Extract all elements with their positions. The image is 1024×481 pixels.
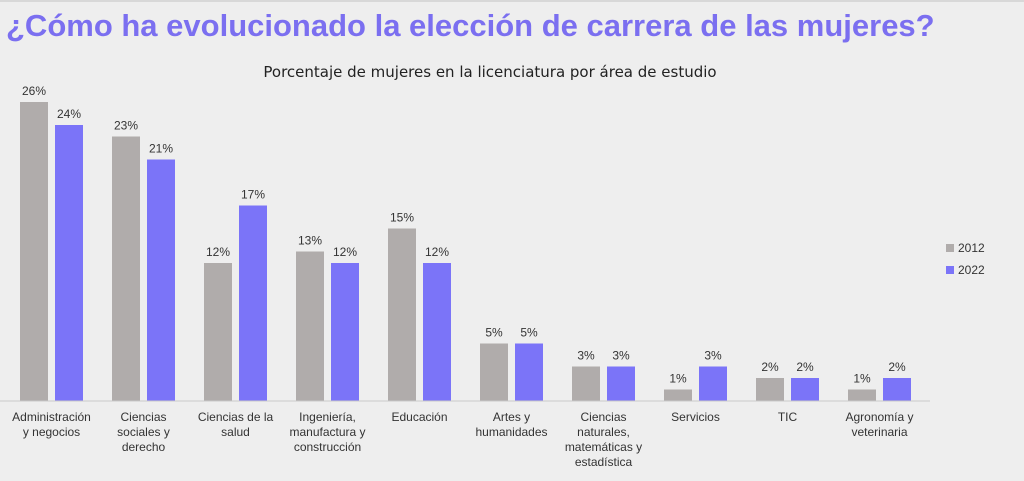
page-title: ¿Cómo ha evolucionado la elección de car…	[6, 8, 935, 43]
bar-2022-2	[239, 205, 267, 401]
bar-2012-1	[112, 136, 140, 401]
value-label-2022-9: 2%	[888, 360, 906, 374]
legend: 2012 2022	[946, 239, 985, 283]
category-label-2: Ciencias de la salud	[198, 410, 274, 439]
bar-2022-9	[883, 378, 911, 401]
bar-2012-7	[664, 389, 692, 401]
bar-2022-0	[55, 125, 83, 401]
bar-2012-6	[572, 366, 600, 401]
bar-2022-5	[515, 343, 543, 401]
value-label-2022-7: 3%	[704, 349, 722, 363]
category-labels-group: Administración y negocios Ciencias sociales…	[12, 410, 913, 469]
legend-item-2012: 2012	[946, 239, 985, 257]
bar-2022-4	[423, 263, 451, 401]
value-label-2012-5: 5%	[485, 326, 503, 340]
value-label-2012-6: 3%	[577, 349, 595, 363]
bar-2012-3	[296, 251, 324, 401]
legend-item-2022: 2022	[946, 261, 985, 279]
value-labels-group: 26% 23% 12% 13% 15% 5% 3% 1% 2% 1% 24% 21% 17% 12% 12%…	[22, 84, 906, 386]
bar-2012-0	[20, 102, 48, 401]
value-label-2022-2: 17%	[241, 188, 265, 202]
category-label-7: Servicios	[671, 410, 720, 424]
top-rule	[0, 0, 1024, 2]
legend-swatch-2022	[946, 266, 954, 274]
value-label-2012-8: 2%	[761, 360, 779, 374]
value-label-2022-1: 21%	[149, 142, 173, 156]
value-label-2012-0: 26%	[22, 84, 46, 98]
bar-2012-9	[848, 389, 876, 401]
value-label-2022-0: 24%	[57, 107, 81, 121]
category-label-9: Agronomía y veterinaria	[845, 410, 913, 439]
value-label-2022-8: 2%	[796, 360, 814, 374]
bar-2022-6	[607, 366, 635, 401]
legend-label-2012: 2012	[958, 241, 985, 255]
value-label-2012-2: 12%	[206, 245, 230, 259]
category-label-1: Ciencias sociales y derecho	[117, 410, 170, 454]
category-label-6: Ciencias naturales, matemáticas y estadísti…	[565, 410, 642, 469]
category-label-8: TIC	[778, 410, 798, 424]
value-label-2022-3: 12%	[333, 245, 357, 259]
bar-2012-2	[204, 263, 232, 401]
chart-title: Porcentaje de mujeres en la licenciatura…	[263, 63, 717, 81]
category-label-4: Educación	[391, 410, 447, 424]
bar-2022-8	[791, 378, 819, 401]
bar-2022-7	[699, 366, 727, 401]
bar-2012-5	[480, 343, 508, 401]
value-label-2022-6: 3%	[612, 349, 630, 363]
value-label-2012-7: 1%	[669, 372, 687, 386]
bar-2012-8	[756, 378, 784, 401]
bar-2022-3	[331, 263, 359, 401]
legend-label-2022: 2022	[958, 263, 985, 277]
bar-2022-1	[147, 159, 175, 401]
value-label-2012-4: 15%	[390, 211, 414, 225]
value-label-2012-1: 23%	[114, 119, 138, 133]
bars-group	[20, 102, 911, 401]
legend-swatch-2012	[946, 244, 954, 252]
category-label-3: Ingeniería, manufactura y construcción	[289, 410, 365, 454]
value-label-2012-9: 1%	[853, 372, 871, 386]
bar-2012-4	[388, 228, 416, 401]
value-label-2012-3: 13%	[298, 234, 322, 248]
value-label-2022-4: 12%	[425, 245, 449, 259]
category-label-0: Administración y negocios	[12, 410, 91, 439]
value-label-2022-5: 5%	[520, 326, 538, 340]
category-label-5: Artes y humanidades	[475, 410, 547, 439]
